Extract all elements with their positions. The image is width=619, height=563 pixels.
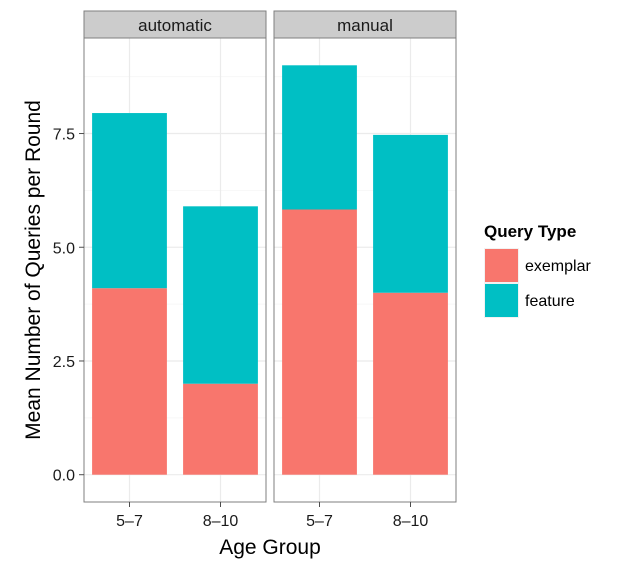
legend-key-exemplar bbox=[485, 249, 518, 282]
legend-label-feature: feature bbox=[525, 293, 575, 310]
x-tick-label: 8–10 bbox=[393, 513, 429, 530]
y-tick-label: 2.5 bbox=[53, 354, 75, 371]
legend-title: Query Type bbox=[484, 222, 576, 241]
bar-manual-feature-0 bbox=[282, 65, 357, 210]
facet-panel-manual: manual bbox=[273, 10, 457, 503]
facet-panel-automatic: automatic bbox=[83, 10, 267, 503]
x-axis-title: Age Group bbox=[219, 536, 321, 559]
bar-automatic-exemplar-0 bbox=[92, 288, 167, 475]
y-tick-label: 7.5 bbox=[53, 127, 75, 144]
y-axis-title: Mean Number of Queries per Round bbox=[22, 100, 45, 440]
y-tick-label: 5.0 bbox=[53, 240, 75, 257]
facet-strip bbox=[83, 10, 267, 39]
bar-automatic-feature-0 bbox=[92, 113, 167, 289]
legend: Query Type exemplar feature bbox=[484, 222, 591, 318]
bar-manual-feature-1 bbox=[373, 134, 448, 293]
bar-manual-exemplar-1 bbox=[373, 292, 448, 475]
bar-manual-exemplar-0 bbox=[282, 209, 357, 475]
y-axis: 0.0 2.5 5.0 7.5 bbox=[53, 127, 84, 485]
x-axis: 5–7 8–10 5–7 8–10 bbox=[116, 502, 428, 530]
bar-automatic-feature-1 bbox=[183, 206, 258, 384]
facet-panels: automatic manual bbox=[83, 10, 457, 503]
x-tick-label: 5–7 bbox=[116, 513, 143, 530]
y-tick-label: 0.0 bbox=[53, 468, 75, 485]
bar-automatic-exemplar-1 bbox=[183, 383, 258, 475]
x-tick-label: 8–10 bbox=[203, 513, 239, 530]
x-tick-label: 5–7 bbox=[306, 513, 333, 530]
legend-label-exemplar: exemplar bbox=[525, 258, 591, 275]
facet-label: automatic bbox=[138, 16, 212, 35]
legend-key-feature bbox=[485, 284, 518, 317]
facet-label: manual bbox=[337, 16, 393, 35]
facet-strip bbox=[273, 10, 457, 39]
